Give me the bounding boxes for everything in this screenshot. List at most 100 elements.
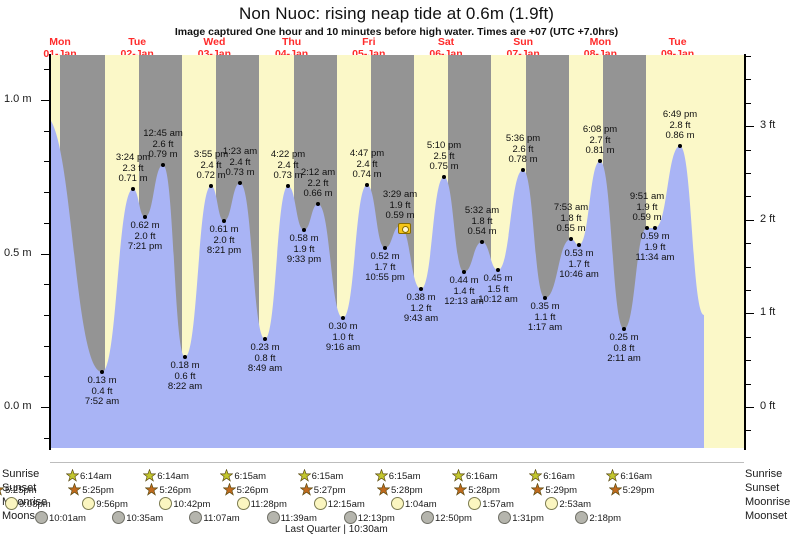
y-tick-right bbox=[746, 196, 751, 197]
moonrise-circle-icon bbox=[545, 497, 559, 510]
astro-moonrise-cell: 1:57am bbox=[468, 497, 514, 510]
astro-row-label-sunrise: Sunrise bbox=[2, 468, 40, 480]
astro-moonset-time: 12:13pm bbox=[357, 513, 395, 524]
y-tick-right bbox=[746, 56, 751, 57]
y-tick-left bbox=[44, 192, 49, 193]
y-tick-left bbox=[44, 131, 49, 132]
astro-sunset-time: 5:29pm bbox=[545, 485, 578, 496]
y-tick-right bbox=[746, 384, 751, 385]
tide-label-high: 2:12 am 2.2 ft 0.66 m bbox=[300, 167, 336, 199]
tide-point-high bbox=[209, 184, 213, 188]
y-tick-left bbox=[44, 438, 49, 439]
tide-label-low: 0.53 m 1.7 ft 10:46 am bbox=[559, 248, 599, 280]
day-of-week: Wed bbox=[203, 36, 226, 48]
y-axis-left-label: 0.0 m bbox=[4, 400, 32, 412]
tide-label-high: 12:45 am 2.6 ft 0.79 m bbox=[143, 128, 183, 160]
astro-sunset-cell: 5:26pm bbox=[145, 483, 191, 496]
astro-sunrise-time: 6:14am bbox=[157, 471, 189, 482]
astro-sunrise-time: 6:16am bbox=[543, 471, 575, 482]
tide-label-low: 0.25 m 0.8 ft 2:11 am bbox=[607, 332, 641, 364]
moonset-circle-icon bbox=[498, 511, 512, 524]
y-tick-right bbox=[746, 126, 754, 127]
y-tick-left bbox=[44, 315, 49, 316]
tide-point-high bbox=[131, 187, 135, 191]
y-tick-left bbox=[44, 69, 49, 70]
tide-chart-plot[interactable]: 0.13 m 0.4 ft 7:52 am 3:24 pm 2.3 ft 0.71… bbox=[50, 55, 744, 448]
sunrise-star-icon bbox=[452, 469, 465, 482]
tide-label-high: 4:22 pm 2.4 ft 0.73 m bbox=[270, 149, 306, 181]
tide-label-low: 0.52 m 1.7 ft 10:55 pm bbox=[365, 251, 405, 283]
tide-point-low bbox=[143, 215, 147, 219]
tide-point-high bbox=[286, 184, 290, 188]
tide-curve bbox=[50, 119, 704, 448]
astro-moonset-cell: 2:18pm bbox=[575, 511, 621, 524]
astro-moonrise-time: 10:42pm bbox=[173, 499, 211, 510]
moonrise-circle-icon bbox=[82, 497, 96, 510]
y-axis-right-label: 3 ft bbox=[760, 119, 776, 132]
y-tick-right bbox=[746, 220, 754, 221]
tide-point-low bbox=[222, 219, 226, 223]
moonset-circle-icon bbox=[575, 511, 589, 524]
y-tick-right bbox=[746, 290, 751, 291]
astro-moonset-time: 11:07am bbox=[203, 513, 240, 524]
tide-point-high bbox=[442, 175, 446, 179]
astro-moonrise-cell: 10:42pm bbox=[159, 497, 210, 510]
tide-point-low bbox=[496, 268, 500, 272]
astro-sunset-time: 5:25pm bbox=[5, 485, 37, 496]
astro-moonset-cell: 10:01am bbox=[35, 511, 86, 524]
sunset-star-icon bbox=[68, 483, 82, 496]
astro-sunrise-cell: 6:16am bbox=[606, 469, 652, 482]
astro-row-label-right-moonset: Moonset bbox=[745, 510, 788, 522]
moonset-circle-icon bbox=[266, 511, 280, 524]
y-axis-left-label: 1.0 m bbox=[4, 93, 32, 105]
astro-sunrise-cell: 6:14am bbox=[143, 469, 189, 482]
tide-label-low: 0.61 m 2.0 ft 8:21 pm bbox=[206, 224, 242, 256]
moonrise-circle-icon bbox=[391, 497, 404, 510]
astro-moonset-cell: 10:35am bbox=[112, 511, 163, 524]
page-title: Non Nuoc: rising neap tide at 0.6m (1.9f… bbox=[238, 4, 555, 23]
y-tick-right bbox=[746, 79, 751, 80]
moonrise-circle-icon bbox=[5, 497, 18, 510]
astro-moonrise-time: 1:04am bbox=[405, 499, 437, 510]
tide-label-high: 9:51 am 1.9 ft 0.59 m bbox=[629, 191, 665, 223]
sunset-star-icon bbox=[0, 487, 4, 496]
y-tick-left bbox=[44, 284, 49, 285]
tide-point-high bbox=[598, 159, 602, 163]
astro-sunrise-cell: 6:15am bbox=[297, 469, 343, 482]
tide-label-high: 3:55 pm 2.4 ft 0.72 m bbox=[193, 149, 229, 181]
astro-moonrise-cell: 9:08pm bbox=[5, 497, 51, 510]
astro-row-label-right-moonrise: Moonrise bbox=[745, 496, 791, 508]
y-tick-left bbox=[44, 223, 49, 224]
moonset-circle-icon bbox=[112, 511, 126, 524]
moonset-circle-icon bbox=[35, 511, 48, 524]
astro-moonset-cell: 12:13pm bbox=[343, 511, 395, 524]
y-axis-left bbox=[49, 54, 51, 450]
astro-sunset-cell: 5:25pm bbox=[0, 483, 37, 496]
sunset-star-icon bbox=[608, 483, 622, 496]
tide-label-high: 1:23 am 2.4 ft 0.73 m bbox=[222, 146, 258, 178]
day-of-week: Mon bbox=[589, 36, 612, 48]
tide-point-low bbox=[302, 228, 306, 232]
tide-point-high bbox=[161, 163, 165, 167]
astro-moonset-time: 10:35am bbox=[126, 513, 164, 524]
tide-point-low bbox=[263, 337, 267, 341]
astro-moonrise-cell: 11:28pm bbox=[236, 497, 287, 510]
y-tick-left bbox=[41, 407, 49, 408]
sunrise-star-icon bbox=[606, 469, 620, 482]
astro-moonset-time: 10:01am bbox=[49, 513, 86, 524]
y-axis-right bbox=[744, 54, 746, 450]
astro-moonset-time: 11:39am bbox=[280, 513, 317, 524]
y-tick-right bbox=[746, 150, 751, 151]
tide-point-high bbox=[480, 240, 484, 244]
sunrise-star-icon bbox=[220, 469, 234, 482]
astro-sunrise-cell: 6:15am bbox=[220, 469, 266, 482]
y-axis-right-label: 0 ft bbox=[760, 400, 776, 412]
astro-sunset-time: 5:26pm bbox=[159, 485, 192, 496]
moonset-circle-icon bbox=[421, 511, 434, 524]
astro-sunrise-time: 6:16am bbox=[620, 471, 653, 482]
astro-sunset-time: 5:25pm bbox=[82, 485, 114, 496]
y-tick-right bbox=[746, 313, 754, 314]
tide-point-high bbox=[678, 144, 682, 148]
tide-point-low bbox=[383, 246, 387, 250]
astro-sunset-time: 5:28pm bbox=[468, 485, 500, 496]
